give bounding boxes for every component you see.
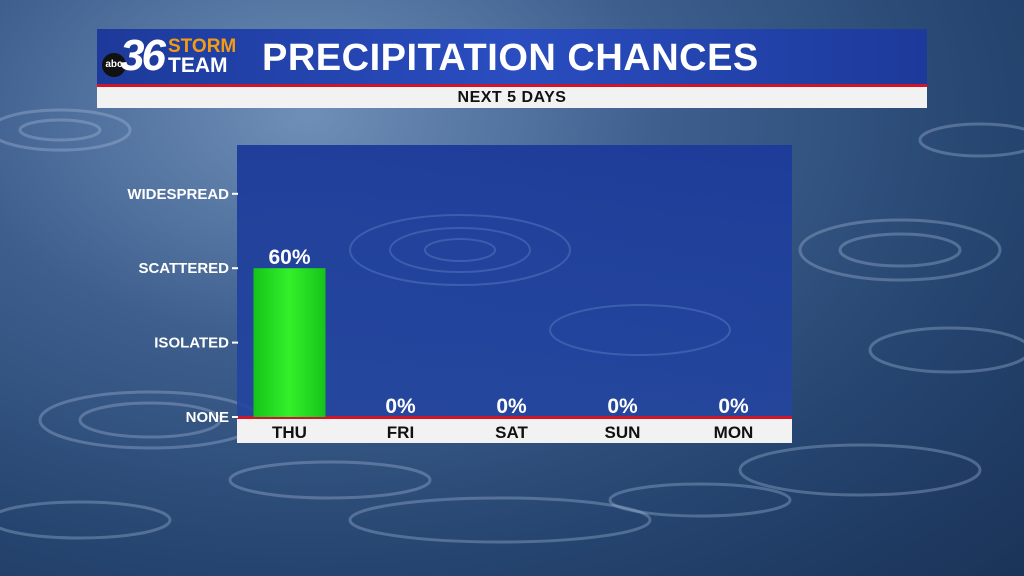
x-axis-redline <box>237 416 792 419</box>
x-tick-label-fri: FRI <box>387 423 414 442</box>
network-logo-icon: abc <box>102 53 126 77</box>
logo-team-text: TEAM <box>168 54 228 77</box>
logo-number: 36 <box>120 31 166 80</box>
header-divider <box>97 84 927 87</box>
x-tick-label-sat: SAT <box>495 423 528 442</box>
y-tick-label: WIDESPREAD <box>127 186 229 203</box>
x-tick-label-mon: MON <box>714 423 754 442</box>
plot-ripples <box>349 214 731 356</box>
logo-storm-text: STORM <box>168 36 237 57</box>
data-label-mon: 0% <box>718 395 749 418</box>
data-label-sat: 0% <box>496 395 527 418</box>
y-tick-label: SCATTERED <box>138 260 229 277</box>
y-tick-label: ISOLATED <box>154 335 229 352</box>
x-tick-label-sun: SUN <box>605 423 641 442</box>
data-label-thu: 60% <box>268 246 310 269</box>
x-tick-label-thu: THU <box>272 423 307 442</box>
data-label-sun: 0% <box>607 395 638 418</box>
bar-thu <box>253 268 326 417</box>
chart-subtitle: NEXT 5 DAYS <box>97 87 927 108</box>
data-label-fri: 0% <box>385 395 416 418</box>
y-tick-label: NONE <box>186 409 229 426</box>
x-axis-strip <box>237 419 792 443</box>
header-bar <box>97 29 927 84</box>
station-logo: abc 36 STORM TEAM <box>100 31 250 81</box>
page-title: PRECIPITATION CHANCES <box>262 37 759 79</box>
plot-area <box>237 145 792 417</box>
